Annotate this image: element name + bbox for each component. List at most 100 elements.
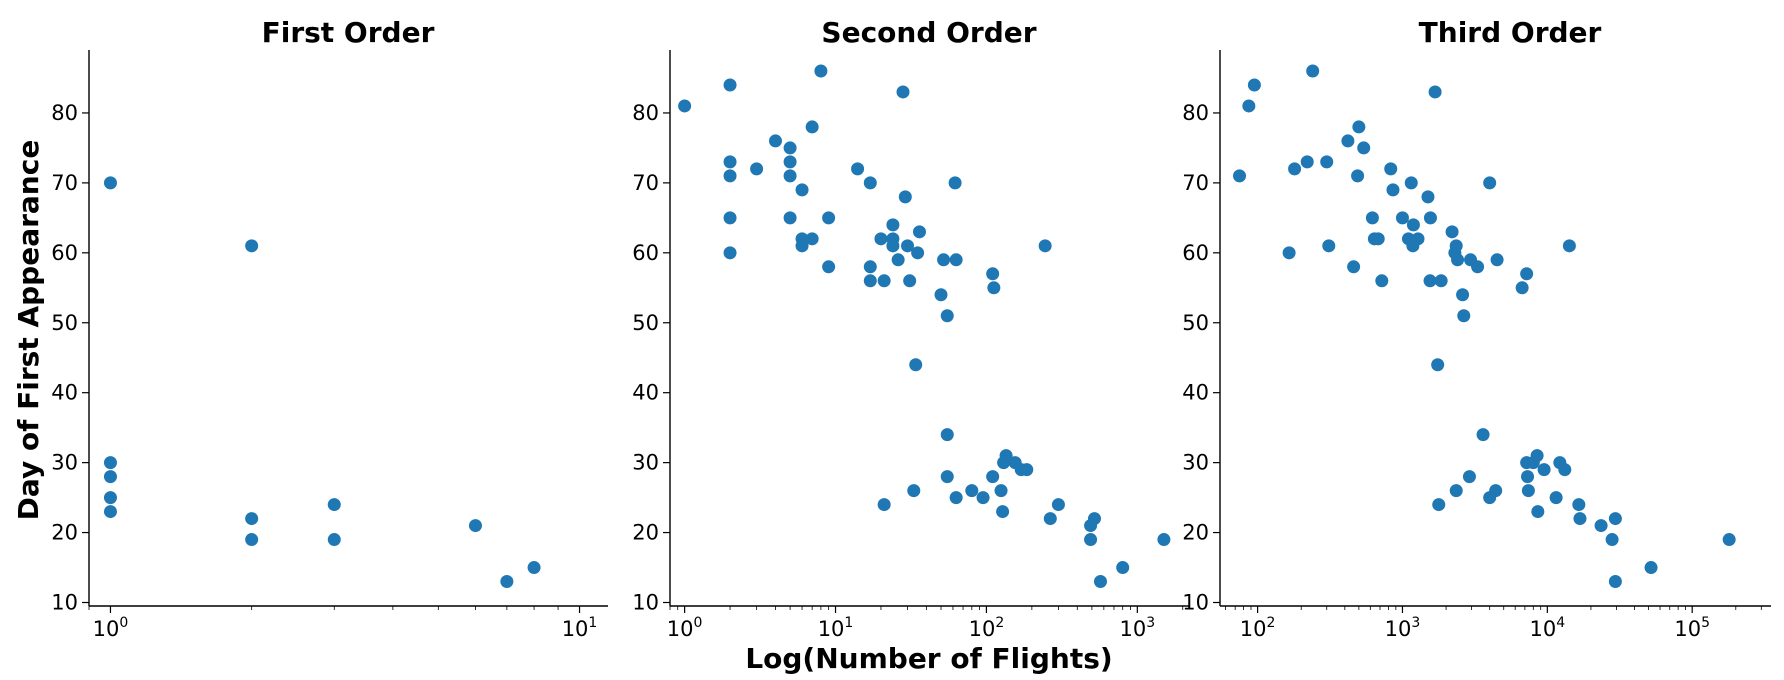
scatter-point [1375,274,1389,288]
panel-first-order: First Order 10 20 30 40 50 60 70 80 100 101 [51,16,608,641]
scatter-point [1395,211,1409,225]
y-tick-label: 70 [632,171,659,195]
scatter-point [934,288,948,302]
scatter-point [949,253,963,267]
x-tick-label: 102 [1240,615,1276,641]
scatter-point [1594,519,1608,533]
scatter-point [940,428,954,442]
scatter-point [1490,253,1504,267]
scatter-point [1347,260,1361,274]
scatter-point [723,169,737,183]
scatter-point [1404,176,1418,190]
y-tick-label: 80 [632,101,659,125]
scatter-point [1515,281,1529,295]
scatter-point [877,274,891,288]
scatter-point [103,176,117,190]
scatter-point [886,239,900,253]
scatter-point [1445,225,1459,239]
panel-title: First Order [262,16,435,49]
scatter-point [1471,260,1485,274]
scatter-point [1451,253,1465,267]
scatter-point [1116,561,1130,575]
scatter-point [805,232,819,246]
scatter-point [723,211,737,225]
scatter-point [1456,288,1470,302]
x-tick-label: 104 [1530,615,1566,641]
scatter-point [1449,239,1463,253]
scatter-point [814,64,828,78]
y-tick-label: 60 [1182,241,1209,265]
y-tick-label: 20 [632,521,659,545]
x-tick-label: 100 [667,615,703,641]
scatter-point [750,162,764,176]
scatter-point [1357,141,1371,155]
x-tick-label: 103 [1119,615,1155,641]
y-tick-label: 80 [51,101,78,125]
x-axis-label: Log(Number of Flights) [745,642,1112,675]
scatter-point [949,491,963,505]
scatter-point [1432,498,1446,512]
scatter-point [903,274,917,288]
x-tick-label: 105 [1674,615,1710,641]
scatter-point [723,78,737,92]
scatter-point [994,484,1008,498]
scatter-point [987,281,1001,295]
scatter-point [678,99,692,113]
scatter-point [1549,491,1563,505]
scatter-point [1644,561,1658,575]
scatter-point [500,575,514,589]
scatter-point [1341,134,1355,148]
scatter-point [103,491,117,505]
scatter-point [909,358,923,372]
scatter-point [795,239,809,253]
y-tick-label: 40 [51,381,78,405]
scatter-point [940,309,954,323]
scatter-point [822,260,836,274]
scatter-point [986,470,1000,484]
scatter-point [896,85,910,99]
scatter-point [986,267,1000,281]
panel-title: Third Order [1419,16,1602,49]
scatter-point [783,169,797,183]
scatter-point [1489,484,1503,498]
scatter-point [1572,498,1586,512]
scatter-point [901,239,915,253]
scatter-point [245,239,259,253]
scatter-point [1247,78,1261,92]
x-tick-label: 100 [93,615,129,641]
scatter-point [1320,155,1334,169]
scatter-point [1371,232,1385,246]
panel-title: Second Order [821,16,1036,49]
scatter-point [1233,169,1247,183]
scatter-point [891,253,905,267]
y-tick-label: 30 [632,451,659,475]
scatter-point [863,274,877,288]
scatter-point [863,176,877,190]
scatter-point [965,484,979,498]
scatter-point [1573,512,1587,526]
scatter-point [1537,463,1551,477]
scatter-point [327,533,341,547]
scatter-point [1411,232,1425,246]
scatter-point [723,246,737,260]
scatter-point [527,561,541,575]
y-tick-label: 60 [51,241,78,265]
scatter-point [863,260,877,274]
scatter-point [327,498,341,512]
scatter-point [1423,211,1437,225]
scatter-point [1351,169,1365,183]
scatter-point [851,162,865,176]
scatter-point [877,498,891,512]
y-tick-label: 50 [1182,311,1209,335]
scatter-point [103,456,117,470]
scatter-point [103,505,117,519]
y-tick-label: 70 [51,171,78,195]
y-tick-label: 60 [632,241,659,265]
y-tick-label: 50 [632,311,659,335]
x-tick-label: 103 [1385,615,1421,641]
y-tick-label: 10 [632,591,659,615]
y-tick-label: 80 [1182,101,1209,125]
scatter-point [1722,533,1736,547]
y-tick-label: 30 [51,451,78,475]
